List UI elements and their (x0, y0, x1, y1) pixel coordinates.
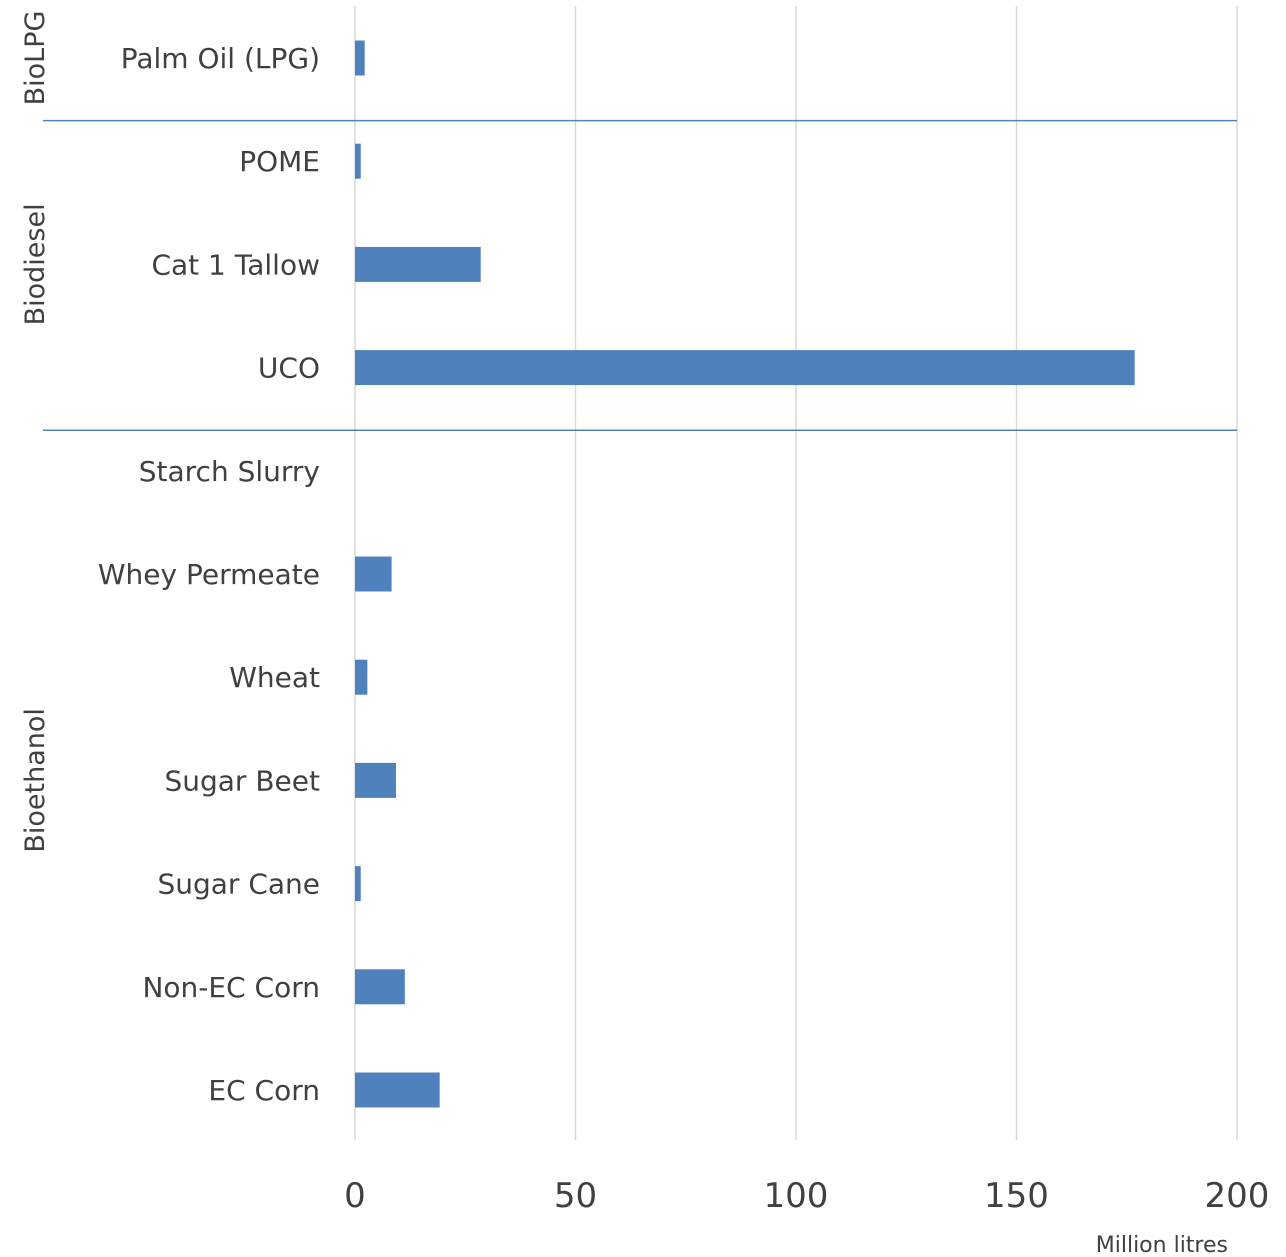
x-tick-label-50: 50 (554, 1176, 597, 1216)
category-label-non-ec-corn: Non-EC Corn (142, 971, 320, 1004)
x-tick-label-200: 200 (1205, 1176, 1270, 1216)
category-label-pome: POME (239, 145, 320, 178)
bar-wheat (355, 659, 368, 695)
group-label-biodiesel: Biodiesel (20, 203, 51, 325)
group-label-biolpg: BioLPG (20, 11, 51, 106)
category-label-ec-corn: EC Corn (208, 1074, 320, 1107)
x-tick-labels: 0 50 100 150 200 (344, 1176, 1269, 1216)
bar-cat-1-tallow (355, 246, 481, 282)
category-labels: Palm Oil (LPG) POME Cat 1 Tallow UCO Starch … (98, 42, 320, 1107)
category-label-wheat: Wheat (229, 661, 320, 694)
group-labels: BioLPG Biodiesel Bioethanol (20, 11, 51, 853)
x-axis-unit-label: Million litres (1096, 1233, 1228, 1257)
category-label-sugar-beet: Sugar Beet (164, 764, 320, 797)
x-tick-label-0: 0 (344, 1176, 366, 1216)
category-label-sugar-cane: Sugar Cane (157, 868, 320, 901)
category-label-uco: UCO (258, 352, 320, 385)
group-separators (43, 119, 1237, 431)
x-tick-label-150: 150 (984, 1176, 1049, 1216)
bar-non-ec-corn (355, 969, 405, 1005)
bar-palm-oil-lpg (355, 40, 365, 76)
gridlines (354, 6, 1238, 1140)
bar-pome (355, 143, 361, 179)
group-label-bioethanol: Bioethanol (20, 708, 51, 853)
bar-whey-permeate (355, 556, 392, 592)
bar-ec-corn (355, 1072, 440, 1108)
category-label-cat-1-tallow: Cat 1 Tallow (151, 248, 320, 281)
category-label-whey-permeate: Whey Permeate (98, 558, 320, 591)
bars (355, 40, 1135, 1108)
bar-sugar-cane (355, 866, 361, 902)
bar-sugar-beet (355, 762, 397, 798)
category-label-palm-oil-lpg: Palm Oil (LPG) (121, 42, 320, 75)
bar-uco (355, 350, 1135, 386)
category-label-starch-slurry: Starch Slurry (139, 455, 320, 488)
x-tick-label-100: 100 (764, 1176, 829, 1216)
